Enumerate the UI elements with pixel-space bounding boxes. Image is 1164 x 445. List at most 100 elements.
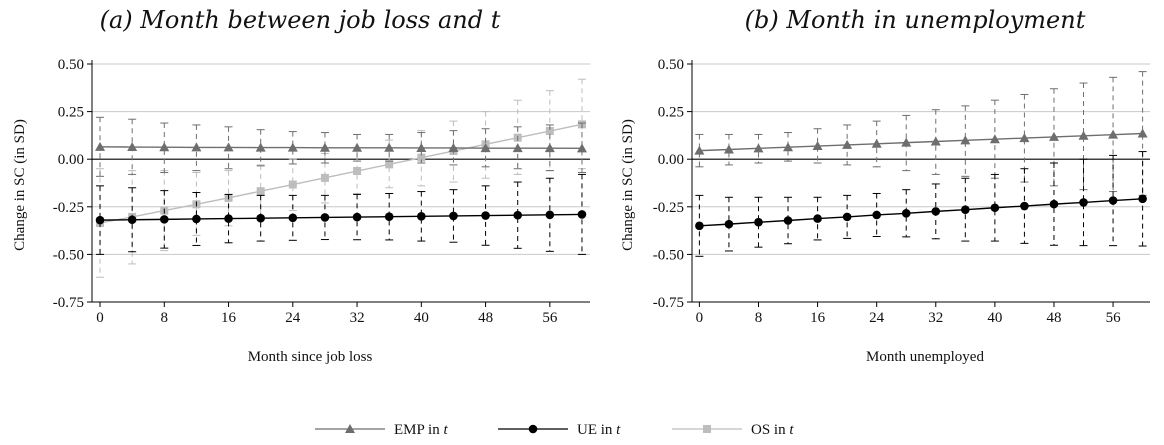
panel-b-series-ue-point [754, 217, 763, 227]
panel-a-ylabel: Change in SC (in SD) [12, 119, 28, 251]
panel-a-series-os [96, 78, 586, 278]
panel-a-series-emp-line [100, 146, 582, 150]
panel-a-series-ue-point [256, 213, 265, 223]
panel-a-ytick-label: -0.75 [53, 295, 84, 311]
panel-a-series-os-point [385, 160, 394, 169]
legend-ue-label: UE in t [577, 422, 621, 438]
panel-b-series-ue-point [783, 216, 793, 225]
panel-a-series-emp-point [384, 142, 395, 152]
panel-b-series-ue-point [813, 214, 822, 223]
panel-b-series-ue [695, 151, 1147, 257]
panel-a-series-ue-point [95, 215, 105, 225]
panel-a-series-emp-point [127, 142, 138, 152]
panel-a-series-ue-point [384, 212, 394, 222]
panel-a-series-ue-point [545, 210, 555, 220]
legend: EMP in t UE in t OS in t [315, 422, 794, 438]
panel-b-series-ue-line [699, 198, 1143, 227]
panel-b-ylabel: Change in SC (in SD) [620, 119, 636, 251]
panel-a-ytick-label: -0.50 [53, 247, 84, 263]
panel-a-series-emp-point [352, 142, 363, 152]
legend-emp-label: EMP in t [394, 422, 448, 438]
panel-a-xtick-label: 48 [478, 310, 493, 326]
panel-b-series-ue-point [931, 207, 941, 216]
panel-a-xtick-label: 24 [285, 310, 301, 326]
panel-a-series-os-point [320, 173, 329, 182]
panel-b-series-emp-point [901, 137, 912, 147]
panel-b-series-emp-point [871, 138, 882, 148]
panel-b-series-ue-point [1108, 196, 1118, 205]
panel-b-series-emp-point [1137, 128, 1148, 138]
panel-b-series-emp-point [960, 135, 971, 145]
panel-b-series-emp-point [989, 134, 1000, 144]
panel-b-series-emp-point [1108, 129, 1119, 139]
panel-a-ytick-label: -0.25 [53, 200, 84, 216]
legend-os-marker [703, 425, 711, 433]
panel-a-series-emp-point [191, 142, 202, 152]
panel-b-xtick-label: 40 [987, 310, 1002, 326]
panel-a-series-ue-point [577, 210, 587, 219]
panel-a-series-ue-point [449, 211, 458, 221]
panel-a-series-emp-point [416, 142, 427, 152]
panel-b-series-emp-point [753, 143, 764, 153]
panel-a-series-ue-point [159, 215, 169, 224]
panel-b-xtick-label: 48 [1046, 310, 1061, 326]
panel-a-ytick-label: 0.50 [58, 57, 84, 73]
panel-b-ytick-label: -0.50 [653, 247, 684, 263]
panel-a-series-os-point [417, 153, 426, 162]
panel-b-series-emp-point [812, 141, 823, 151]
panel-b-series-ue-point [901, 208, 911, 218]
panel-b-ytick-label: -0.25 [653, 200, 684, 216]
panel-a-series-emp-point [95, 141, 106, 151]
panel-b-series-ue-point [1049, 199, 1059, 209]
panel-b-series-emp-line [699, 132, 1143, 152]
panel-b-series-ue-point [1138, 194, 1147, 204]
panel-a-series-ue-point [352, 212, 362, 222]
panel-b-ytick-label: 0.00 [658, 152, 684, 168]
panel-a: 0.50 0.25 0.00 -0.25 -0.50 -0.75 0 8 16 24 32 40 48 5… [53, 57, 590, 326]
panel-a-series-emp-point [480, 143, 491, 153]
panel-b-xtick-label: 24 [869, 310, 885, 326]
panel-a-series-os-point [256, 187, 265, 196]
panel-b-ytick-label: 0.25 [658, 105, 684, 121]
panel-a-series-ue-point [481, 211, 490, 220]
panel-b-title: (b) Month in unemployment [745, 6, 1086, 34]
panel-b-series-ue-point [872, 210, 881, 220]
panel-b-series-emp-point [783, 142, 794, 152]
panel-b-series-emp-point [1019, 133, 1030, 143]
panel-b-series-emp-point [723, 144, 734, 154]
panel-b-series-emp [694, 71, 1148, 196]
panel-b-xtick-label: 0 [696, 310, 704, 326]
panel-b-xtick-label: 32 [928, 310, 943, 326]
panel-a-xtick-label: 40 [414, 310, 429, 326]
panel-b-xlabel: Month unemployed [866, 349, 984, 365]
panel-a-xtick-label: 8 [161, 310, 169, 326]
legend-emp: EMP in t [315, 422, 448, 438]
panel-b-series-ue-point [842, 212, 852, 222]
panel-a-series-ue-point [192, 214, 201, 224]
panel-b-ytick-label: -0.75 [653, 295, 684, 311]
panel-a-series-ue-point [417, 212, 426, 221]
panel-b-ytick-label: 0.50 [658, 57, 684, 73]
panel-a-series-emp-point [544, 143, 555, 153]
panel-a-series-emp-point [512, 143, 523, 153]
panel-b-xtick-label: 8 [755, 310, 763, 326]
panel-a-series-emp-point [255, 142, 266, 152]
panel-b-series-ue-point [695, 221, 704, 231]
legend-os-label: OS in t [751, 422, 794, 438]
panel-b-xtick-label: 16 [810, 310, 826, 326]
panel-b-series-ue-point [961, 205, 970, 214]
panel-a-series-emp-point [448, 142, 459, 152]
panel-b: 0.50 0.25 0.00 -0.25 -0.50 -0.75 0 8 16 24 32 40 48 5… [653, 57, 1150, 326]
panel-a-series-emp-point [223, 142, 234, 152]
legend-emp-marker [345, 424, 355, 433]
panel-b-series-ue-point [1020, 201, 1029, 211]
panel-a-xlabel: Month since job loss [248, 349, 373, 365]
panel-a-xtick-label: 32 [350, 310, 365, 326]
panel-a-series-ue-point [127, 215, 137, 225]
panel-a-series-ue-point [320, 213, 330, 222]
panel-a-series-ue-point [513, 210, 523, 220]
panel-b-series-emp-point [930, 136, 941, 146]
panel-b-series-emp-point [1078, 130, 1089, 140]
panel-a-series-ue-point [224, 214, 233, 223]
